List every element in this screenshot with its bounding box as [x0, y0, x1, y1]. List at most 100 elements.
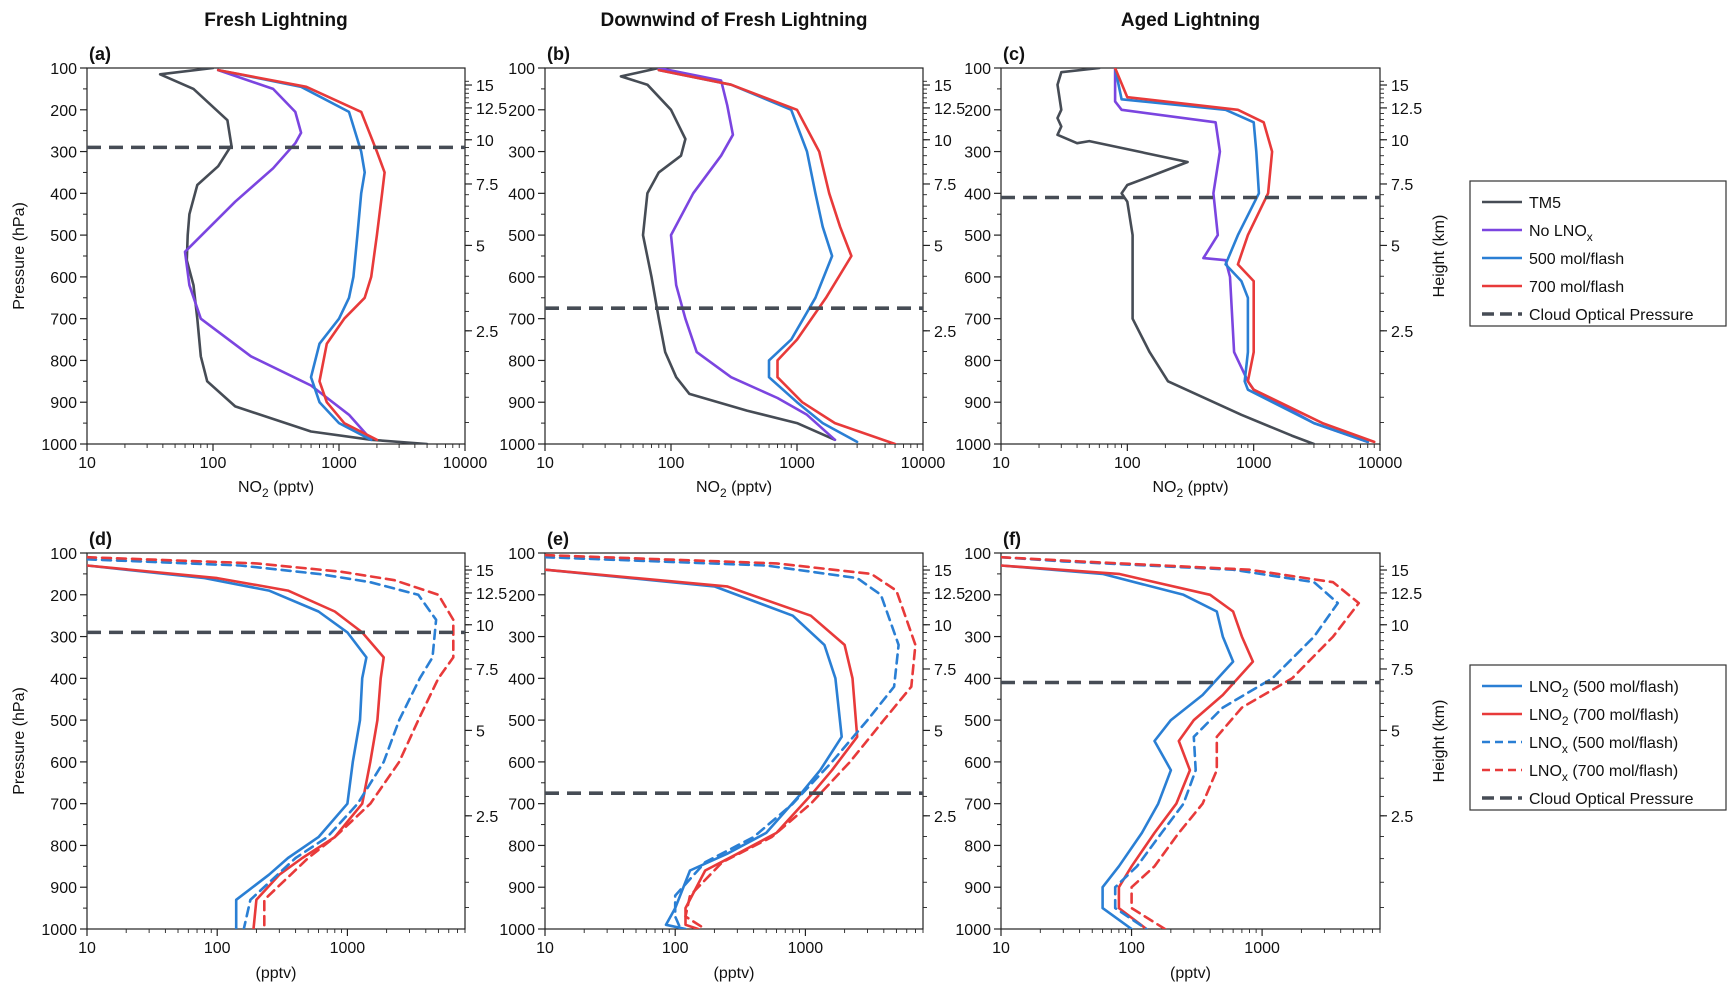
height-tick-label: 5 [476, 238, 485, 255]
y-tick-label: 600 [508, 755, 535, 772]
series-group [1001, 555, 1361, 929]
y-tick-label: 600 [964, 755, 991, 772]
legend-label: 700 mol/flash [1529, 279, 1624, 296]
y-tick-label: 300 [50, 630, 77, 647]
series-line-500-mol-flash [657, 68, 859, 444]
legend-top: TM5 No LNOx 500 mol/flash 700 mol/flash Clou… [1469, 180, 1727, 327]
series-line-tm5 [1056, 68, 1316, 444]
y-tick-label: 1000 [41, 437, 77, 454]
series-line-lnox-500-mol-flash- [545, 555, 900, 929]
height-tick-label: 7.5 [476, 662, 498, 679]
y-tick-label: 100 [964, 61, 991, 78]
y-tick-label: 500 [964, 228, 991, 245]
y-tick-label: 500 [50, 713, 77, 730]
y-tick-label: 600 [508, 270, 535, 287]
legend-bottom: LNO2 (500 mol/flash) LNO2 (700 mol/flash)… [1469, 664, 1727, 811]
legend-label: LNOx (700 mol/flash) [1529, 763, 1678, 784]
legend-box [1469, 664, 1727, 811]
panel-f: (f) 100 200 300 400 500 600 700 800 900 1000 15 12.5… [955, 529, 1448, 982]
x-tick-label: 10 [536, 940, 554, 957]
x-tick-label: 10 [992, 940, 1010, 957]
height-tick-label: 5 [934, 723, 943, 740]
y-tick-label: 900 [50, 395, 77, 412]
y-tick-label: 800 [50, 838, 77, 855]
height-tick-label: 7.5 [934, 662, 956, 679]
y-tick-label: 100 [964, 546, 991, 563]
height-axis-label: Height (km) [1431, 215, 1448, 298]
height-tick-label: 2.5 [934, 809, 956, 826]
height-tick-label: 10 [1391, 133, 1409, 150]
series-line-lno2-700-mol-flash- [87, 564, 386, 929]
legend-box [1469, 180, 1727, 327]
y-tick-label: 200 [50, 588, 77, 605]
y-tick-label: 300 [508, 630, 535, 647]
x-tick-label: 100 [662, 940, 689, 957]
legend-label: Cloud Optical Pressure [1529, 307, 1694, 324]
x-tick-label: 100 [200, 455, 227, 472]
height-tick-label: 5 [1391, 723, 1400, 740]
height-tick-label: 12.5 [476, 101, 507, 118]
series-line-500-mol-flash [1113, 68, 1370, 444]
panel-label: (e) [547, 529, 569, 549]
series-line-lno2-700-mol-flash- [545, 568, 859, 929]
y-tick-label: 500 [508, 713, 535, 730]
y-tick-label: 400 [50, 671, 77, 688]
height-tick-label: 5 [476, 723, 485, 740]
x-tick-label: 100 [204, 940, 231, 957]
y-tick-label: 700 [964, 312, 991, 329]
y-tick-label: 100 [50, 546, 77, 563]
height-tick-label: 7.5 [476, 177, 498, 194]
y-tick-label: 600 [964, 270, 991, 287]
height-tick-label: 2.5 [1391, 324, 1413, 341]
height-axis-label: Height (km) [1431, 700, 1448, 783]
y-tick-label: 500 [508, 228, 535, 245]
y-tick-label: 700 [508, 312, 535, 329]
y-tick-label: 900 [508, 395, 535, 412]
height-tick-label: 10 [476, 618, 494, 635]
column-title: Downwind of Fresh Lightning [600, 10, 867, 31]
height-tick-label: 5 [1391, 238, 1400, 255]
x-tick-label: 100 [1118, 940, 1145, 957]
series-line-no-lnox [183, 68, 373, 442]
y-tick-label: 900 [508, 880, 535, 897]
y-tick-label: 200 [964, 588, 991, 605]
series-line-lnox-700-mol-flash- [1001, 555, 1361, 929]
height-tick-label: 15 [1391, 563, 1409, 580]
x-tick-label: 10 [78, 940, 96, 957]
series-line-tm5 [158, 68, 429, 444]
height-tick-label: 15 [476, 78, 494, 95]
x-tick-label: 10000 [1358, 455, 1403, 472]
x-tick-label: 10000 [443, 455, 488, 472]
y-tick-label: 200 [964, 103, 991, 120]
y-tick-label: 800 [964, 353, 991, 370]
x-tick-label: 100 [658, 455, 685, 472]
y-tick-label: 300 [964, 630, 991, 647]
x-tick-label: 1000 [1236, 455, 1272, 472]
y-tick-label: 700 [508, 797, 535, 814]
legend-label: 500 mol/flash [1529, 251, 1624, 268]
y-tick-label: 900 [50, 880, 77, 897]
series-line-lno2-500-mol-flash- [1001, 564, 1235, 929]
y-tick-label: 400 [50, 186, 77, 203]
legend-label: LNO2 (500 mol/flash) [1529, 679, 1679, 700]
plot-frame [1000, 552, 1381, 930]
plot-frame [86, 67, 466, 445]
x-tick-label: 1000 [330, 940, 366, 957]
y-tick-label: 1000 [499, 922, 535, 939]
panel-d: (d) 100 200 300 400 500 600 700 800 900 1000 15 12.5… [11, 529, 507, 982]
x-axis-label: (pptv) [714, 965, 755, 982]
column-titles: Fresh Lightning Downwind of Fresh Lightni… [204, 10, 1260, 31]
x-tick-label: 10 [992, 455, 1010, 472]
y-tick-label: 300 [508, 145, 535, 162]
height-tick-label: 10 [476, 133, 494, 150]
y-tick-label: 600 [50, 755, 77, 772]
y-tick-label: 500 [50, 228, 77, 245]
y-tick-label: 600 [50, 270, 77, 287]
panel-label: (b) [547, 44, 570, 64]
height-tick-label: 12.5 [934, 586, 965, 603]
series-line-lnox-700-mol-flash- [545, 553, 917, 929]
panel-a: (a) 100 200 300 400 500 600 700 800 900 1000 15 12.5… [11, 44, 507, 500]
y-tick-label: 900 [964, 880, 991, 897]
height-tick-label: 12.5 [1391, 586, 1422, 603]
